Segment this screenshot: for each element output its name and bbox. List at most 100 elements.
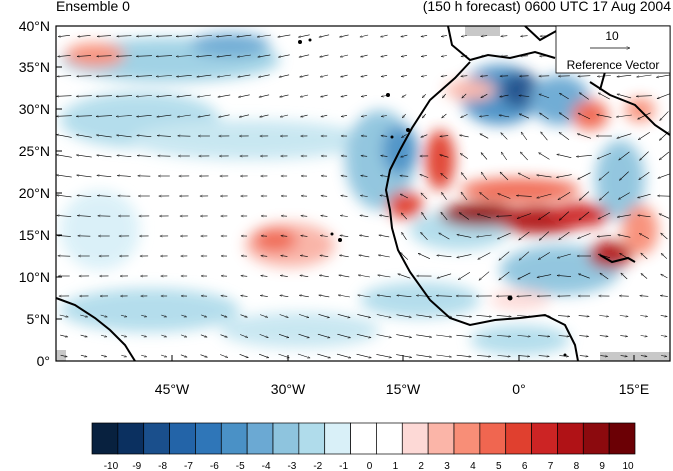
wind-vector <box>579 336 588 337</box>
wind-vector <box>220 334 228 338</box>
colorbar-tick-label: -3 <box>287 461 296 471</box>
wind-vector <box>597 235 612 236</box>
wind-vector <box>76 96 92 97</box>
wind-vector <box>618 235 631 238</box>
wind-vector <box>279 74 290 77</box>
wind-vector <box>436 314 452 317</box>
lat-tick-label: 20°N <box>19 185 50 201</box>
colorbar-tick-label: 10 <box>623 461 635 471</box>
wind-vector <box>557 253 571 258</box>
wind-vector <box>617 74 632 77</box>
wind-vector <box>239 114 250 117</box>
wind-vector <box>400 252 409 260</box>
wind-vector <box>320 255 329 256</box>
wind-vector <box>460 153 468 159</box>
wind-vector <box>518 272 531 280</box>
wind-vector <box>618 192 630 200</box>
colorbar-swatch <box>143 422 170 455</box>
wind-vector <box>500 152 508 161</box>
wind-vector <box>358 295 371 298</box>
wind-vector <box>496 315 512 316</box>
wind-vector <box>376 334 392 338</box>
reference-magnitude: 10 <box>605 29 619 43</box>
wind-vector <box>78 35 91 36</box>
colorbar-tick-label: 4 <box>470 461 476 471</box>
wind-vector <box>436 334 452 337</box>
wind-vector <box>656 74 670 78</box>
wind-vector <box>538 211 550 221</box>
wind-vector <box>361 95 368 96</box>
wind-vector <box>137 156 151 157</box>
lat-tick-label: 25°N <box>19 143 50 159</box>
wind-vector <box>319 295 330 298</box>
wind-vector <box>459 212 470 220</box>
wind-vector <box>116 116 132 117</box>
wind-vector <box>578 274 590 279</box>
wind-vector <box>559 356 568 357</box>
wind-vector <box>381 75 388 76</box>
wind-vector <box>416 334 432 337</box>
wind-vector <box>161 354 167 357</box>
wind-vector <box>439 232 450 240</box>
wind-vector <box>180 334 187 337</box>
wind-vector <box>117 36 132 37</box>
wind-vector <box>416 354 431 357</box>
wind-vector <box>578 172 591 180</box>
wind-vector <box>661 233 668 240</box>
wind-vector <box>617 133 632 139</box>
wind-vector <box>598 92 610 100</box>
wind-vector <box>76 135 92 138</box>
wind-vector <box>497 356 511 357</box>
wind-vector <box>517 296 532 297</box>
lat-tick-label: 15°N <box>19 227 50 243</box>
wind-vector <box>60 355 68 357</box>
wind-vector <box>477 355 491 356</box>
colorbar <box>91 422 636 455</box>
wind-vector <box>599 316 608 317</box>
wind-vector <box>621 273 628 280</box>
wind-vector <box>339 34 349 37</box>
wind-vector <box>298 314 309 317</box>
wind-vector <box>539 152 550 160</box>
wind-vector <box>436 296 452 297</box>
wind-vector <box>341 115 348 116</box>
wind-vector <box>120 314 127 317</box>
lat-tick-label: 40°N <box>19 18 50 34</box>
wind-vector <box>639 233 649 239</box>
tick-marks <box>56 25 635 362</box>
wind-vector <box>157 136 171 137</box>
wind-vector <box>300 114 308 117</box>
wind-vector <box>299 295 309 298</box>
wind-vector <box>476 234 492 237</box>
wind-vector <box>376 354 391 357</box>
wind-vector <box>599 336 608 337</box>
missing-data-n <box>465 26 500 36</box>
wind-vector <box>360 215 369 216</box>
wind-vector <box>97 196 111 197</box>
wind-vector <box>659 151 670 160</box>
wind-vector <box>640 336 648 337</box>
wind-vector <box>240 314 248 318</box>
wind-vector <box>116 135 132 138</box>
wind-vector <box>281 236 288 237</box>
wind-vector <box>659 213 670 219</box>
wind-vector <box>320 54 329 57</box>
colorbar-tick-label: 3 <box>444 461 450 471</box>
wind-vector <box>100 334 107 337</box>
wind-vector <box>660 315 668 316</box>
wind-vector <box>341 196 348 197</box>
wind-vector <box>96 135 112 138</box>
wind-vector <box>117 176 131 177</box>
wind-vector <box>416 296 432 297</box>
wind-vector <box>499 271 510 281</box>
wind-vector <box>77 175 92 178</box>
wind-vector <box>320 94 328 97</box>
wind-vector <box>300 255 308 256</box>
wind-vector <box>416 314 432 317</box>
wind-vector <box>619 151 630 161</box>
wind-vector <box>620 336 627 337</box>
wind-vector <box>241 276 248 277</box>
wind-vector <box>538 252 550 260</box>
wind-vector <box>597 115 612 118</box>
wind-vector <box>476 315 491 316</box>
